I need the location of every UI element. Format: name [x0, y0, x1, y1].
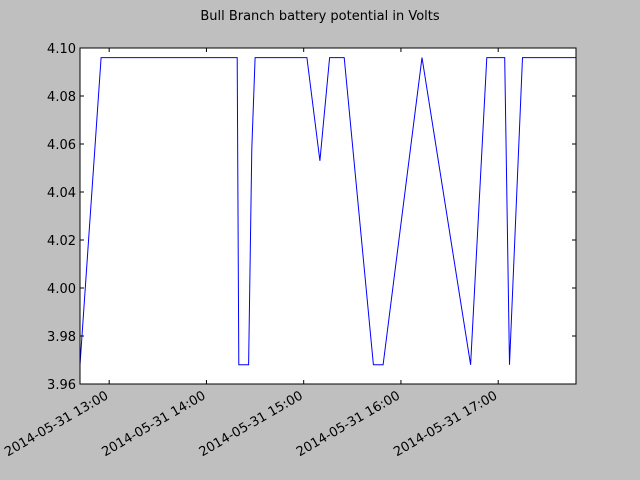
chart-title: Bull Branch battery potential in Volts	[200, 9, 440, 24]
x-tick-label: 2014-05-31 14:00	[99, 388, 208, 460]
x-tick-label: 2014-05-31 17:00	[391, 388, 500, 460]
y-tick-label: 4.10	[47, 42, 76, 57]
y-tick-label: 3.98	[47, 330, 76, 345]
x-tick-label: 2014-05-31 13:00	[2, 388, 111, 460]
y-tick-label: 4.02	[47, 234, 76, 249]
y-tick-label: 4.06	[47, 138, 76, 153]
y-tick-label: 4.00	[47, 282, 76, 297]
plot-area	[80, 48, 576, 384]
x-tick-label: 2014-05-31 16:00	[294, 388, 403, 460]
y-tick-label: 4.04	[47, 186, 76, 201]
series-line-0	[79, 57, 576, 366]
y-tick-label: 3.96	[47, 378, 76, 393]
x-tick-label: 2014-05-31 15:00	[197, 388, 306, 460]
y-tick-label: 4.08	[47, 90, 76, 105]
plot-frame	[79, 47, 577, 385]
series-layer	[79, 57, 576, 366]
